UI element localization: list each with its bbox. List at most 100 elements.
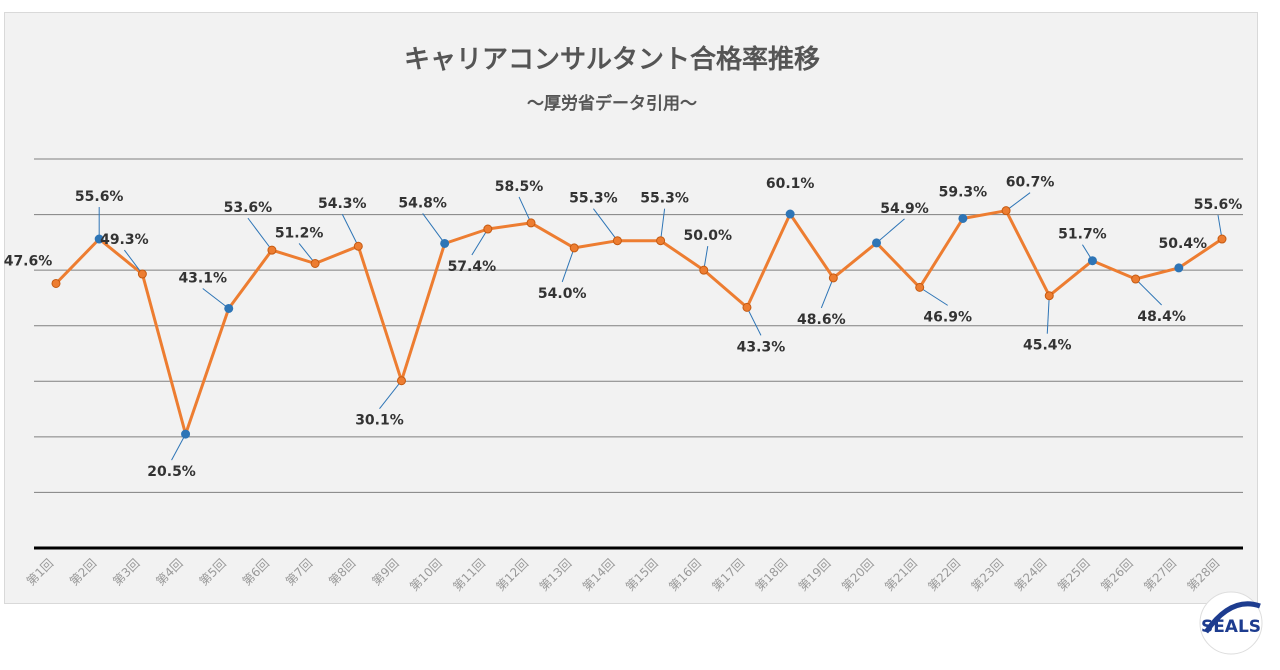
leader-line xyxy=(247,217,273,251)
data-label: 50.0% xyxy=(683,228,732,244)
x-tick-label: 第18回 xyxy=(753,556,791,594)
x-tick-label: 第23回 xyxy=(969,556,1007,594)
data-label: 54.9% xyxy=(880,201,929,217)
x-tick-label: 第6回 xyxy=(240,556,272,588)
seals-logo: SEALS xyxy=(1199,591,1263,655)
series-line xyxy=(54,209,1223,436)
data-label: 55.6% xyxy=(75,189,124,205)
data-point xyxy=(526,218,536,228)
x-tick-label: 第14回 xyxy=(580,556,618,594)
data-label: 43.1% xyxy=(178,270,227,286)
data-point xyxy=(1131,274,1141,284)
x-tick-label: 第20回 xyxy=(839,556,877,594)
leader-line xyxy=(919,286,948,306)
data-label: 60.1% xyxy=(766,176,815,192)
x-tick-label: 第1回 xyxy=(24,556,56,588)
chart-subtitle: ～厚労省データ引用～ xyxy=(527,93,697,114)
x-tick-label: 第27回 xyxy=(1141,556,1179,594)
x-tick-label: 第17回 xyxy=(709,556,747,594)
data-point xyxy=(915,282,925,292)
leader-line xyxy=(561,247,575,283)
leader-line xyxy=(341,214,359,247)
data-label: 53.6% xyxy=(224,200,273,216)
x-tick-label: 第5回 xyxy=(197,556,229,588)
leader-line xyxy=(1046,295,1050,334)
data-point xyxy=(569,243,579,253)
data-label: 49.3% xyxy=(100,232,149,248)
x-tick-label: 第24回 xyxy=(1012,556,1050,594)
data-point xyxy=(310,258,320,268)
data-label: 57.4% xyxy=(448,259,497,275)
x-tick-label: 第26回 xyxy=(1098,556,1136,594)
data-label: 55.6% xyxy=(1194,197,1243,213)
data-point xyxy=(440,238,450,248)
data-label: 54.8% xyxy=(398,195,447,211)
data-point xyxy=(1087,256,1097,266)
data-label: 51.2% xyxy=(275,225,324,241)
data-label: 48.4% xyxy=(1137,309,1186,325)
leader-line xyxy=(422,213,446,244)
data-point xyxy=(137,269,147,279)
data-point xyxy=(872,238,882,248)
leader-line xyxy=(202,288,230,309)
x-tick-label: 第16回 xyxy=(666,556,704,594)
data-point xyxy=(483,224,493,234)
leader-line xyxy=(1135,278,1162,306)
data-label: 43.3% xyxy=(737,339,786,355)
data-point xyxy=(958,213,968,223)
leader-line xyxy=(379,380,402,410)
data-label: 45.4% xyxy=(1023,338,1072,354)
x-tick-label: 第7回 xyxy=(283,556,315,588)
data-point xyxy=(785,209,795,219)
data-point xyxy=(656,236,666,246)
data-label: 54.3% xyxy=(318,196,367,212)
leader-line xyxy=(593,208,618,241)
data-label: 20.5% xyxy=(147,464,196,480)
x-tick-label: 第3回 xyxy=(110,556,142,588)
x-tick-label: 第15回 xyxy=(623,556,661,594)
x-tick-label: 第12回 xyxy=(493,556,531,594)
x-tick-label: 第10回 xyxy=(407,556,445,594)
leader-line xyxy=(471,228,489,256)
data-point xyxy=(699,265,709,275)
data-point xyxy=(612,236,622,246)
data-label: 59.3% xyxy=(939,184,988,200)
leader-line xyxy=(876,218,905,244)
data-label: 58.5% xyxy=(495,179,544,195)
x-tick-label: 第21回 xyxy=(882,556,920,594)
data-point xyxy=(353,241,363,251)
leader-line xyxy=(746,307,762,336)
data-label: 54.0% xyxy=(538,286,587,302)
data-point xyxy=(1001,206,1011,216)
logo-text: SEALS xyxy=(1201,617,1261,637)
data-point xyxy=(396,376,406,386)
data-point xyxy=(1174,263,1184,273)
data-label: 60.7% xyxy=(1006,175,1055,191)
data-point xyxy=(267,245,277,255)
leader-line xyxy=(660,208,666,241)
data-point xyxy=(181,429,191,439)
data-label: 46.9% xyxy=(923,309,972,325)
x-tick-label: 第4回 xyxy=(153,556,185,588)
x-tick-label: 第9回 xyxy=(369,556,401,588)
data-label: 30.1% xyxy=(355,413,404,429)
x-tick-label: 第19回 xyxy=(796,556,834,594)
data-point xyxy=(94,234,104,244)
data-point xyxy=(742,302,752,312)
leader-line xyxy=(123,249,143,275)
data-point xyxy=(1044,291,1054,301)
data-label: 55.3% xyxy=(569,191,618,207)
leader-line xyxy=(1005,192,1031,212)
data-label: 48.6% xyxy=(797,312,846,328)
x-tick-label: 第8回 xyxy=(326,556,358,588)
leader-line xyxy=(820,277,834,309)
leader-line xyxy=(518,196,532,224)
chart-title: キャリアコンサルタント合格率推移 xyxy=(404,44,820,75)
data-point xyxy=(1217,234,1227,244)
leader-line xyxy=(171,433,186,461)
data-point xyxy=(828,273,838,283)
data-point xyxy=(51,278,61,288)
data-label: 50.4% xyxy=(1159,236,1208,252)
x-tick-label: 第2回 xyxy=(67,556,99,588)
